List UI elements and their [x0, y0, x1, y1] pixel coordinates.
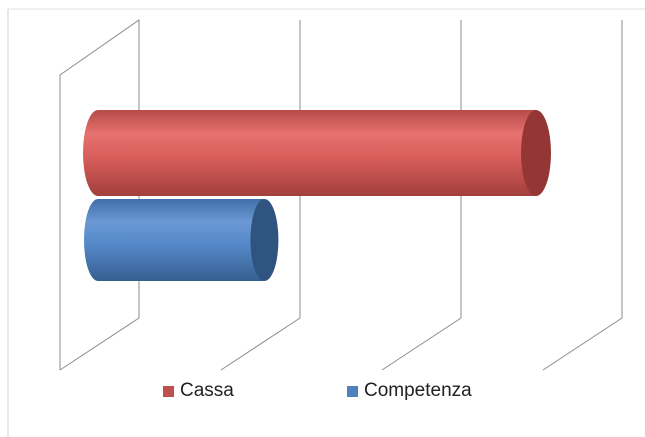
legend-item-cassa: Cassa: [163, 380, 234, 402]
gridline-0: [59, 19, 140, 371]
bar-body-competenza: [84, 199, 265, 281]
gridline-3: [542, 20, 623, 371]
legend-label-cassa: Cassa: [180, 380, 234, 401]
legend-item-competenza: Competenza: [347, 380, 472, 402]
legend-label-competenza: Competenza: [364, 380, 472, 401]
bar-competenza: [84, 199, 279, 281]
legend: Cassa Competenza: [0, 380, 645, 408]
legend-swatch-competenza: [347, 385, 358, 397]
bar-cassa: [83, 110, 551, 196]
legend-swatch-cassa: [163, 385, 174, 397]
bars: [83, 110, 551, 281]
bar-body-cassa: [83, 110, 537, 196]
bar-cap-cassa: [521, 110, 551, 196]
bar-cap-competenza: [250, 199, 279, 281]
